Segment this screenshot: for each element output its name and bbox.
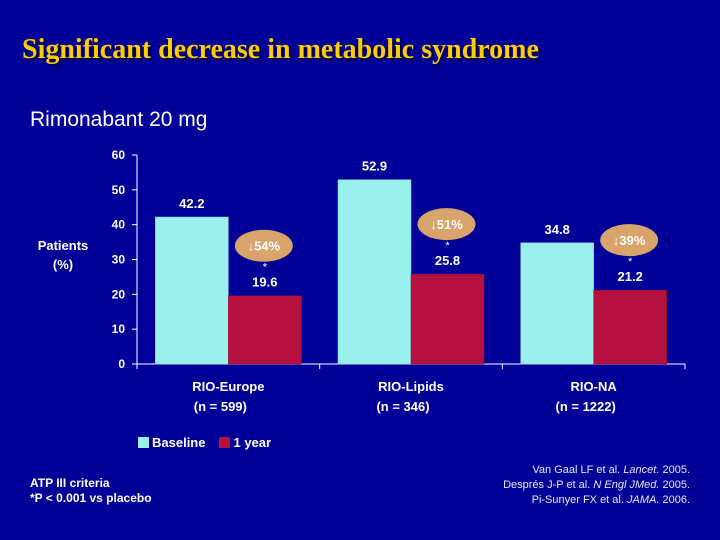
reduction-badge <box>600 224 659 257</box>
legend-swatch-1-year <box>219 437 231 448</box>
category-label: RIO-NA <box>571 379 618 394</box>
reduction-label: ↓54% <box>248 239 281 254</box>
data-label-1-year: 25.8 <box>435 253 460 268</box>
reduction-badge <box>417 208 476 241</box>
chart-legend: Baseline 1 year <box>138 435 271 450</box>
reference-authors: Després J-P et al. <box>503 479 591 491</box>
reference-year: 2005. <box>662 464 690 476</box>
footnote-criteria: ATP III criteria <box>30 476 110 490</box>
reference-journal: Lancet. <box>623 464 660 476</box>
data-label-1-year: 19.6 <box>252 275 277 290</box>
bar-baseline <box>520 242 594 365</box>
significance-mark: * <box>263 262 268 274</box>
reference-journal: N Engl JMed. <box>593 479 660 491</box>
category-n-label: (n = 346) <box>376 399 429 414</box>
y-axis-label: Patients (%) <box>20 236 106 274</box>
footnote-significance: *P < 0.001 vs placebo <box>30 491 152 505</box>
legend-item-baseline: Baseline <box>138 435 205 450</box>
significance-mark: * <box>628 256 633 268</box>
reference-3: Pi-Sunyer FX et al. JAMA. 2006. <box>503 493 690 508</box>
reduction-label: ↓51% <box>430 217 463 232</box>
reference-1: Van Gaal LF et al. Lancet. 2005. <box>503 463 690 478</box>
footnotes: ATP III criteria *P < 0.001 vs placebo <box>30 476 152 506</box>
category-n-label: (n = 1222) <box>555 399 615 414</box>
reference-authors: Van Gaal LF et al. <box>532 464 621 476</box>
significance-mark: * <box>445 240 450 252</box>
legend-item-1-year: 1 year <box>219 435 271 450</box>
reference-authors: Pi-Sunyer FX et al. <box>531 494 624 506</box>
y-tick-label: 20 <box>112 287 126 301</box>
references: Van Gaal LF et al. Lancet. 2005. Després… <box>503 463 690 508</box>
slide-title: Significant decrease in metabolic syndro… <box>22 34 539 65</box>
y-tick-label: 50 <box>112 183 126 197</box>
category-label: RIO-Lipids <box>378 379 444 394</box>
legend-label-baseline: Baseline <box>152 435 206 450</box>
y-tick-label: 60 <box>112 148 126 162</box>
data-label-baseline: 34.8 <box>545 222 570 237</box>
reference-2: Després J-P et al. N Engl JMed. 2005. <box>503 478 690 493</box>
y-tick-label: 40 <box>112 218 126 232</box>
reduction-badge <box>234 229 293 262</box>
bar-baseline <box>155 216 229 365</box>
data-label-baseline: 52.9 <box>362 159 387 174</box>
legend-label-1-year: 1 year <box>233 435 272 450</box>
category-label: RIO-Europe <box>192 379 264 394</box>
legend-swatch-baseline <box>138 437 149 448</box>
bar-1-year <box>228 295 302 365</box>
category-n-label: (n = 599) <box>194 399 247 414</box>
data-label-1-year: 21.2 <box>618 269 643 284</box>
y-axis-label-line-1: Patients <box>37 238 89 253</box>
y-tick-label: 0 <box>118 357 125 371</box>
y-axis-label-line-2: (%) <box>52 257 74 272</box>
bar-1-year <box>593 289 667 365</box>
reference-year: 2006. <box>662 494 690 506</box>
slide-subtitle: Rimonabant 20 mg <box>30 108 208 131</box>
reference-year: 2005. <box>662 479 690 491</box>
y-tick-label: 10 <box>112 322 126 336</box>
reduction-label: ↓39% <box>613 233 646 248</box>
reference-journal: JAMA. <box>627 494 660 506</box>
bar-baseline <box>337 179 412 365</box>
y-tick-label: 30 <box>112 253 126 267</box>
data-label-baseline: 42.2 <box>179 196 204 211</box>
bar-1-year <box>410 273 485 365</box>
